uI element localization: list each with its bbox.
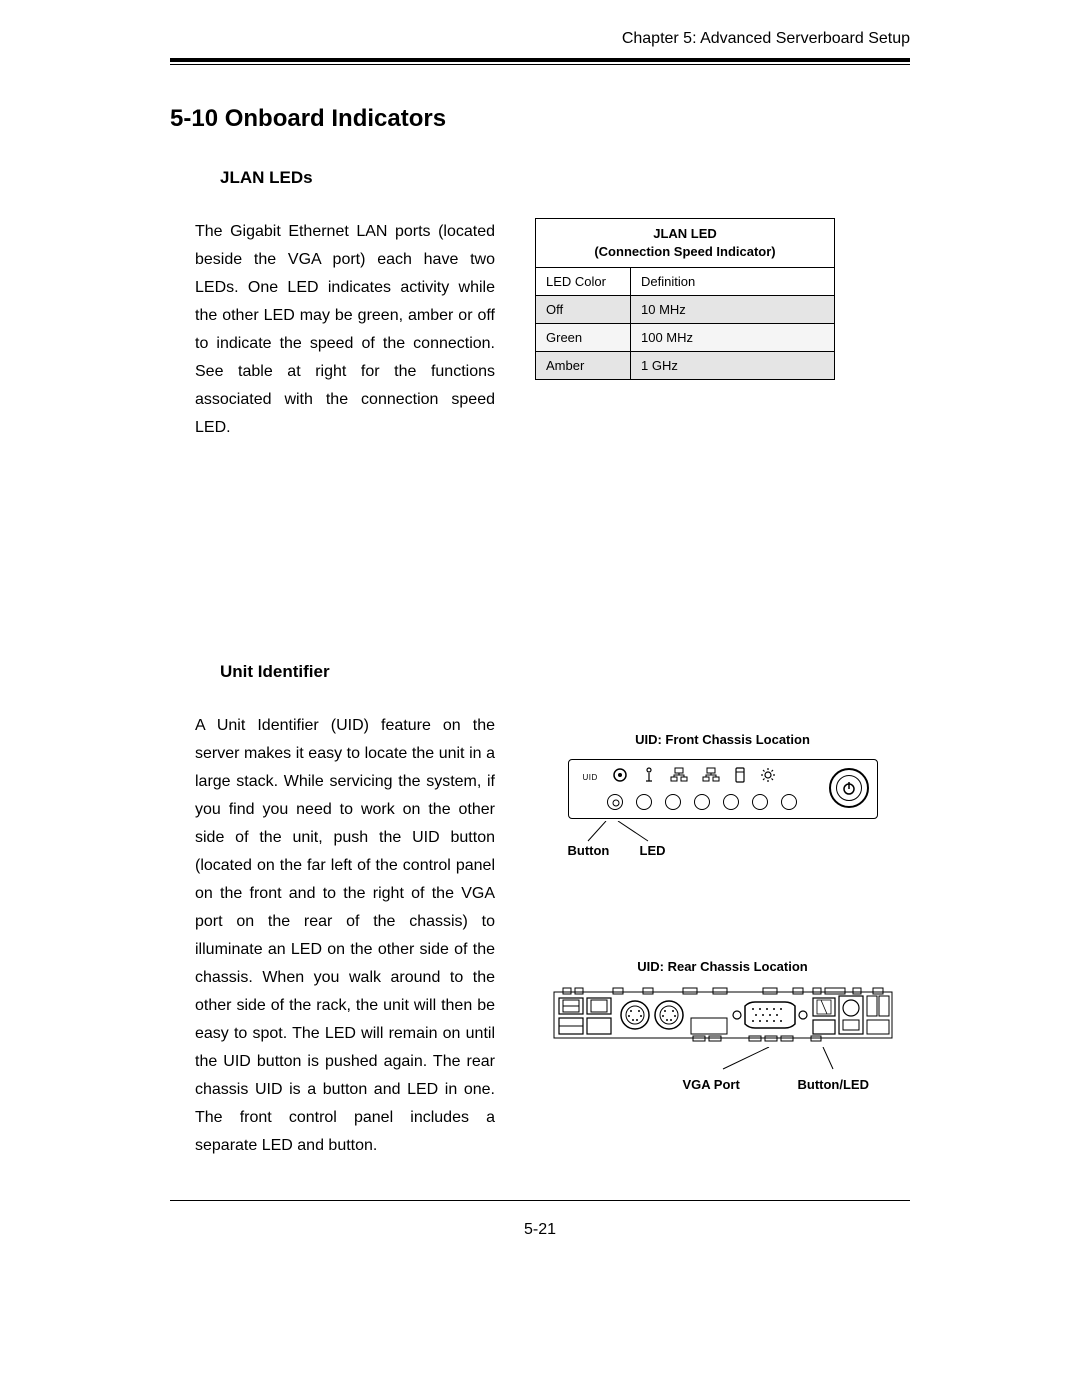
page-number: 5-21 bbox=[170, 1221, 910, 1239]
led-hole-icon bbox=[665, 794, 681, 810]
table-title-2: (Connection Speed Indicator) bbox=[594, 244, 775, 259]
cell: Green bbox=[536, 324, 631, 352]
led-hole-icon bbox=[723, 794, 739, 810]
rear-chassis-title: UID: Rear Chassis Location bbox=[535, 959, 910, 974]
led-hole-icon bbox=[781, 794, 797, 810]
uid-text-icon: UID bbox=[583, 773, 598, 782]
hdd-icon bbox=[734, 767, 746, 788]
front-button-label: Button bbox=[568, 843, 610, 858]
header-rule-thin bbox=[170, 64, 910, 65]
info-icon bbox=[642, 767, 656, 788]
cell: 100 MHz bbox=[631, 324, 835, 352]
rear-vga-label: VGA Port bbox=[683, 1077, 740, 1092]
front-chassis-diagram: UID bbox=[568, 759, 878, 819]
front-chassis-title: UID: Front Chassis Location bbox=[535, 732, 910, 747]
led-hole-icon bbox=[694, 794, 710, 810]
uid-body: A Unit Identifier (UID) feature on the s… bbox=[195, 712, 495, 1160]
cell: Amber bbox=[536, 352, 631, 380]
rear-button-led-label: Button/LED bbox=[798, 1077, 869, 1092]
rear-chassis-diagram bbox=[553, 986, 893, 1049]
cell: 1 GHz bbox=[631, 352, 835, 380]
lan1-icon bbox=[670, 767, 688, 788]
header-rule-thick bbox=[170, 58, 910, 62]
section-title: 5-10 Onboard Indicators bbox=[170, 105, 910, 133]
col-led-color: LED Color bbox=[536, 268, 631, 296]
power-button-icon bbox=[829, 768, 869, 808]
chapter-header: Chapter 5: Advanced Serverboard Setup bbox=[170, 30, 910, 48]
lan2-icon bbox=[702, 767, 720, 788]
uid-button-icon bbox=[607, 794, 623, 810]
cell: 10 MHz bbox=[631, 296, 835, 324]
led-hole-icon bbox=[752, 794, 768, 810]
cell: Off bbox=[536, 296, 631, 324]
rear-leader-lines bbox=[553, 1047, 893, 1073]
front-led-label: LED bbox=[640, 843, 666, 858]
temp-icon bbox=[760, 767, 776, 788]
led-hole-icon bbox=[636, 794, 652, 810]
uid-heading: Unit Identifier bbox=[220, 662, 910, 682]
uid-led-icon bbox=[612, 767, 628, 788]
jlan-body: The Gigabit Ethernet LAN ports (located … bbox=[195, 218, 495, 442]
jlan-led-table: JLAN LED (Connection Speed Indicator) LE… bbox=[535, 218, 835, 380]
col-definition: Definition bbox=[631, 268, 835, 296]
footer-rule bbox=[170, 1200, 910, 1201]
table-title-1: JLAN LED bbox=[653, 226, 717, 241]
front-leader-lines bbox=[568, 821, 878, 845]
jlan-heading: JLAN LEDs bbox=[220, 168, 910, 188]
